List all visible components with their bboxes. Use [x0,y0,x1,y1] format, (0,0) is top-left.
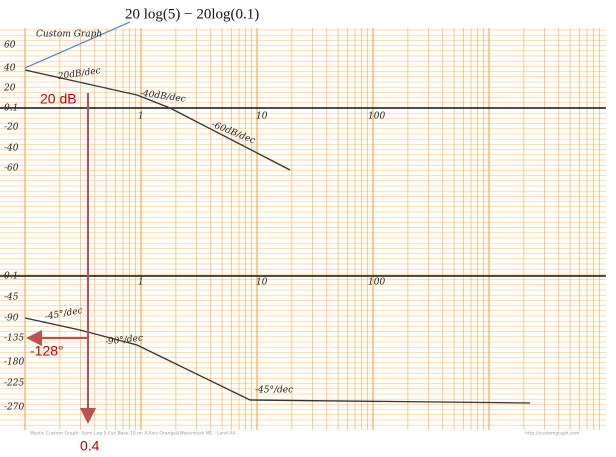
magnitude-tick-label: 60 [4,41,16,51]
decade-label: 1 [138,112,144,122]
decade-label: 1 [138,278,144,288]
formula: 20 log(5) − 20log(0.1) [125,6,259,22]
frequency-callout: 0.4 [80,438,100,454]
footer-right: http://customgraph.com [525,431,580,437]
phase-tick-label: -270 [4,403,24,413]
phase-tick-label: -45 [4,293,19,303]
magnitude-tick-label: -60 [4,164,19,174]
magnitude-tick-label: 0.1 [4,104,18,114]
decade-label: 100 [368,112,385,122]
phase-callout: -128° [30,343,64,359]
slope-label: -45°/dec [255,386,293,396]
magnitude-tick-label: 40 [3,64,16,74]
phase-tick-label: -90 [4,314,19,324]
graph-paper [0,28,606,430]
decade-label: 100 [368,278,385,288]
phase-tick-label: -135 [4,334,24,344]
phase-tick-label: -225 [4,379,24,389]
gain-callout: 20 dB [40,91,77,107]
decade-label: 10 [256,112,268,122]
decade-label: 10 [256,278,268,288]
paper-title: Custom Graph [36,30,102,40]
phase-curve [24,317,531,404]
footer-left: Mystic Custom Graph: Semi-Log 5 Cyc Base… [30,431,235,437]
slope-label: -90°/dec [105,334,144,348]
phase-tick-label: -180 [4,358,24,368]
magnitude-tick-label: -20 [4,123,19,133]
phase-tick-label: 0.1 [4,272,18,282]
formula-pointer [24,21,131,69]
magnitude-curve [24,69,291,171]
magnitude-tick-label: -40 [4,144,19,154]
magnitude-tick-label: 20 [3,84,16,94]
